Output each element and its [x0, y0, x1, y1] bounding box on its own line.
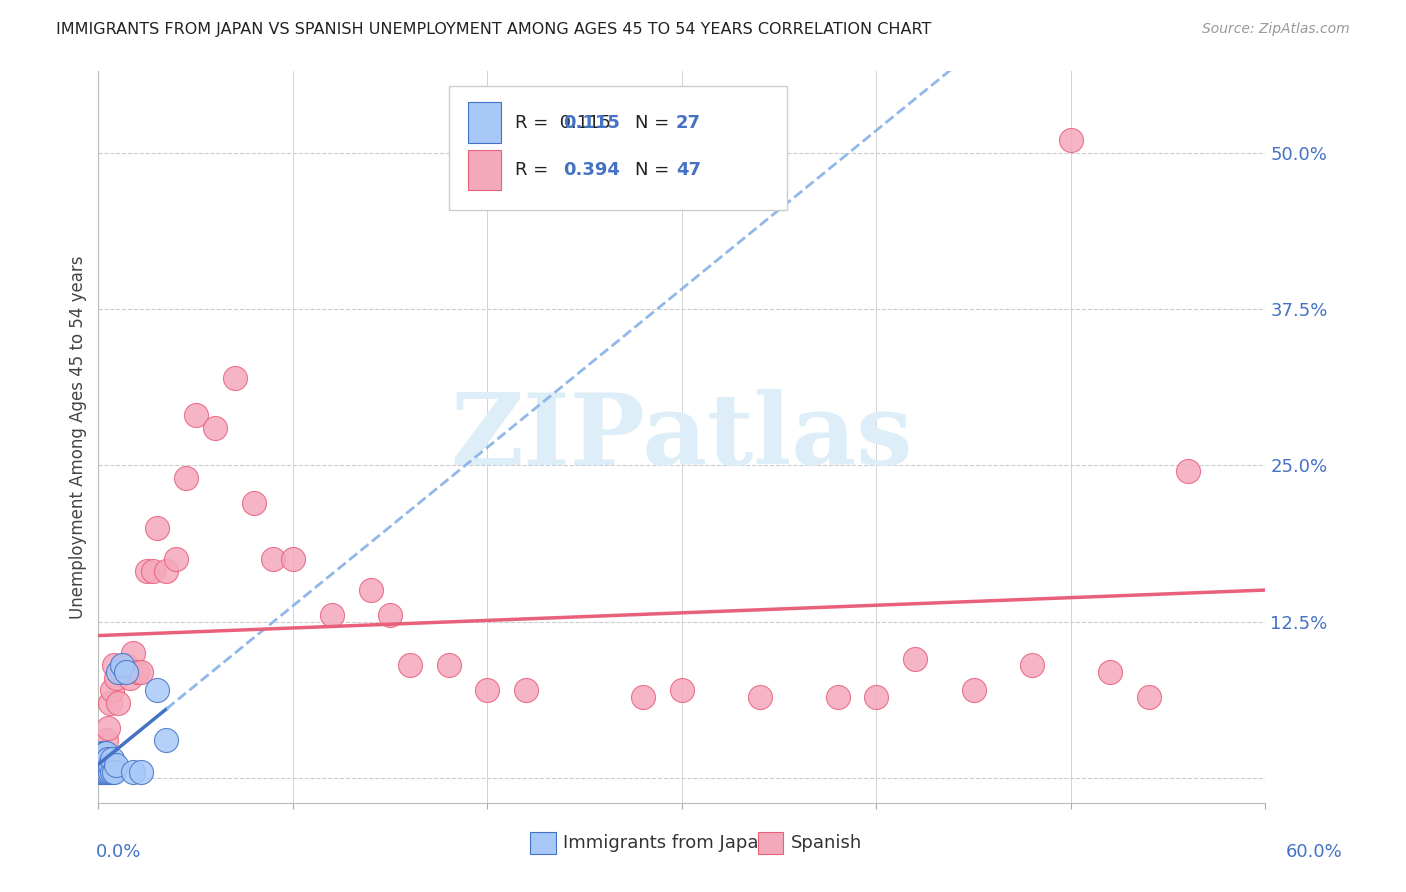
Text: 0.115: 0.115 [562, 113, 620, 131]
Point [101, 752, 124, 766]
Point [1021, 658, 1043, 673]
Text: Spanish: Spanish [790, 834, 862, 852]
Point [262, 552, 284, 566]
Point [89, 764, 111, 779]
Point [103, 658, 125, 673]
Point [96, 752, 118, 766]
Point [1177, 465, 1199, 479]
Point [515, 683, 537, 698]
Point [97, 752, 120, 766]
Point [122, 646, 145, 660]
Text: Source: ZipAtlas.com: Source: ZipAtlas.com [1202, 22, 1350, 37]
Point [101, 764, 124, 779]
Point [103, 764, 125, 779]
Point [122, 764, 145, 779]
Point [98, 764, 121, 779]
Point [146, 683, 169, 698]
Y-axis label: Unemployment Among Ages 45 to 54 years: Unemployment Among Ages 45 to 54 years [69, 255, 87, 619]
Point [97, 758, 120, 772]
Text: ZIPatlas: ZIPatlas [451, 389, 912, 485]
Point [398, 658, 420, 673]
Point [204, 420, 226, 434]
Point [104, 671, 127, 685]
Point [155, 565, 177, 579]
FancyBboxPatch shape [449, 86, 787, 211]
Point [107, 665, 129, 679]
Bar [758, 832, 783, 854]
Point [127, 665, 149, 679]
Point [827, 690, 849, 704]
Point [360, 583, 382, 598]
Point [1060, 133, 1083, 147]
Point [904, 652, 927, 666]
Point [91, 746, 114, 760]
Bar [468, 150, 501, 190]
Point [114, 665, 136, 679]
Point [107, 696, 129, 710]
Point [184, 408, 207, 422]
Point [671, 683, 693, 698]
Point [136, 565, 159, 579]
Point [89, 758, 111, 772]
Point [321, 608, 343, 623]
Text: 47: 47 [676, 161, 702, 179]
Point [118, 671, 141, 685]
Point [129, 764, 152, 779]
Point [98, 696, 121, 710]
Point [96, 733, 118, 747]
Text: 60.0%: 60.0% [1286, 843, 1343, 861]
Point [111, 665, 134, 679]
Text: Immigrants from Japan: Immigrants from Japan [562, 834, 769, 852]
Text: 27: 27 [676, 113, 702, 131]
Point [174, 471, 197, 485]
Bar [468, 103, 501, 143]
Point [93, 746, 115, 760]
Text: 0.0%: 0.0% [96, 843, 141, 861]
Text: N =: N = [636, 113, 675, 131]
Point [224, 370, 246, 384]
Point [1098, 665, 1121, 679]
Text: N =: N = [636, 161, 675, 179]
Point [129, 665, 152, 679]
Point [114, 658, 136, 673]
Point [281, 552, 304, 566]
Point [243, 496, 266, 510]
Text: R =  0.115: R = 0.115 [515, 113, 612, 131]
Point [165, 552, 187, 566]
Point [104, 758, 127, 772]
Point [865, 690, 887, 704]
Point [380, 608, 402, 623]
Point [98, 758, 121, 772]
Point [155, 733, 177, 747]
Point [111, 658, 134, 673]
Point [97, 721, 120, 735]
Text: R =: R = [515, 161, 554, 179]
Point [97, 764, 120, 779]
Point [89, 764, 111, 779]
Point [91, 752, 114, 766]
Point [748, 690, 770, 704]
Point [631, 690, 654, 704]
Point [93, 764, 115, 779]
Point [1137, 690, 1160, 704]
Point [477, 683, 499, 698]
Point [962, 683, 984, 698]
Point [101, 683, 124, 698]
Point [93, 758, 115, 772]
Text: IMMIGRANTS FROM JAPAN VS SPANISH UNEMPLOYMENT AMONG AGES 45 TO 54 YEARS CORRELAT: IMMIGRANTS FROM JAPAN VS SPANISH UNEMPLO… [56, 22, 932, 37]
Point [437, 658, 460, 673]
Point [91, 758, 114, 772]
Point [96, 764, 118, 779]
Point [91, 764, 114, 779]
Point [93, 746, 115, 760]
Text: 0.394: 0.394 [562, 161, 620, 179]
Point [96, 746, 118, 760]
Point [146, 521, 169, 535]
Bar [530, 832, 555, 854]
Point [142, 565, 165, 579]
